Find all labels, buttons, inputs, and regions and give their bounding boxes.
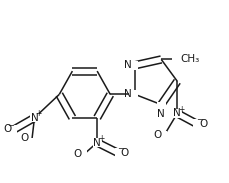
Text: −: − [117, 144, 125, 153]
Text: O: O [20, 132, 29, 143]
Text: +: + [178, 105, 184, 114]
Text: +: + [98, 134, 104, 143]
Text: N: N [157, 109, 165, 119]
Text: CH₃: CH₃ [180, 54, 199, 64]
FancyBboxPatch shape [129, 61, 138, 70]
Text: N: N [31, 113, 38, 123]
Text: O: O [153, 130, 161, 140]
Text: O: O [199, 119, 207, 129]
FancyBboxPatch shape [26, 138, 35, 147]
Text: O: O [3, 124, 11, 134]
FancyBboxPatch shape [193, 119, 202, 128]
FancyBboxPatch shape [93, 138, 101, 147]
Text: −: − [7, 121, 14, 130]
FancyBboxPatch shape [158, 130, 167, 140]
FancyBboxPatch shape [173, 109, 182, 118]
Text: −: − [196, 115, 203, 124]
FancyBboxPatch shape [8, 125, 17, 134]
Text: N: N [124, 89, 132, 99]
Text: N: N [93, 137, 101, 147]
FancyBboxPatch shape [30, 113, 39, 122]
FancyBboxPatch shape [129, 90, 138, 99]
FancyBboxPatch shape [172, 55, 186, 64]
Text: O: O [120, 148, 129, 158]
Text: N: N [173, 108, 181, 118]
Text: N: N [124, 60, 132, 70]
Text: +: + [35, 109, 41, 118]
FancyBboxPatch shape [115, 148, 123, 157]
FancyBboxPatch shape [157, 102, 166, 111]
Text: O: O [73, 149, 81, 159]
FancyBboxPatch shape [78, 150, 87, 159]
